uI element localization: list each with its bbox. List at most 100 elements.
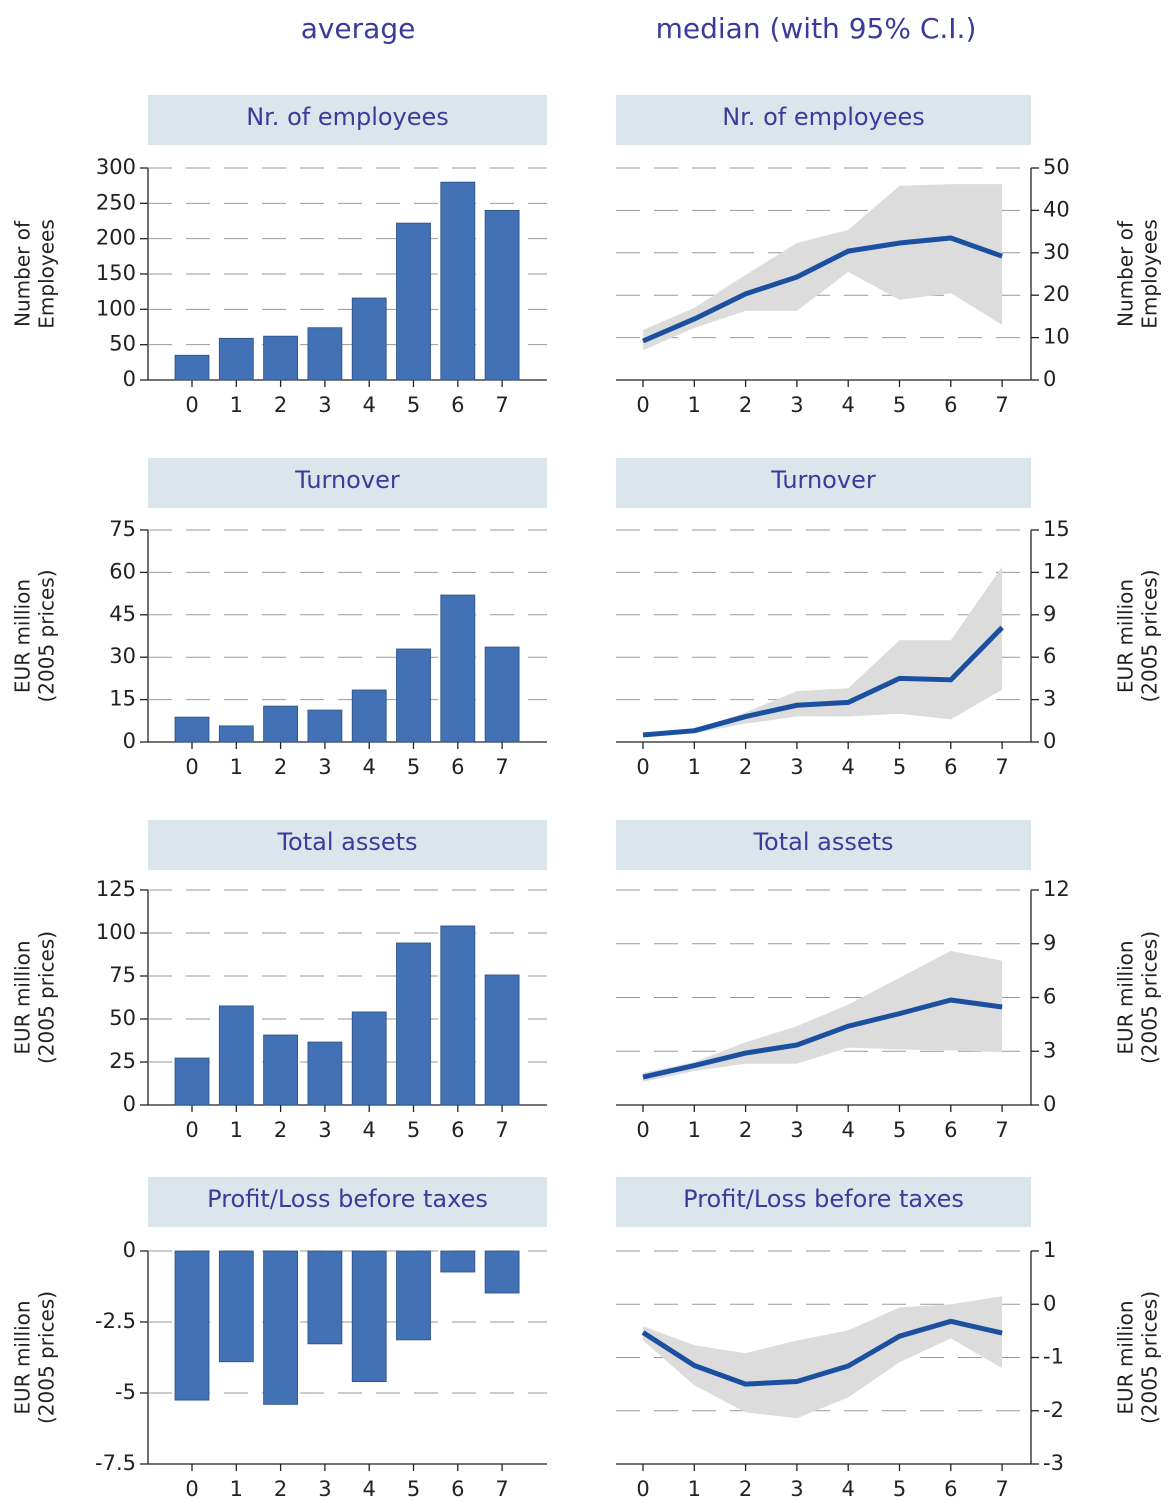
bar: [263, 1250, 299, 1405]
bar: [351, 689, 387, 743]
bar: [218, 725, 254, 743]
x-tick-label: 4: [363, 393, 376, 417]
y-axis-label: Number of: [1114, 220, 1138, 327]
bar: [484, 974, 520, 1106]
x-tick-label: 2: [274, 755, 287, 779]
x-tick-label: 2: [739, 1118, 752, 1142]
y-tick-label: 100: [96, 920, 136, 944]
title-band: [616, 95, 1031, 145]
y-tick-label: -1: [1043, 1345, 1064, 1369]
bar: [351, 1250, 387, 1383]
bar: [396, 648, 431, 743]
y-tick-label: 0: [123, 367, 136, 391]
bar: [174, 1250, 210, 1401]
y-tick-label: 250: [96, 190, 136, 214]
y-tick-label: 0: [123, 1238, 136, 1262]
y-tick-label: 6: [1043, 985, 1056, 1009]
x-tick-label: 2: [739, 755, 752, 779]
bar: [440, 181, 476, 381]
confidence-band: [643, 950, 1003, 1082]
panel-title: Nr. of employees: [722, 103, 925, 131]
y-tick-label: 3: [1043, 687, 1056, 711]
title-band: [616, 820, 1031, 870]
bar: [263, 705, 299, 743]
x-tick-label: 6: [451, 393, 464, 417]
x-tick-label: 0: [185, 1118, 198, 1142]
bar: [484, 646, 520, 743]
x-tick-label: 4: [363, 755, 376, 779]
x-tick-label: 6: [944, 393, 957, 417]
bar: [351, 1011, 387, 1106]
y-axis-label: Employees: [35, 219, 59, 328]
panel-title: Total assets: [752, 828, 893, 856]
panel-title: Total assets: [276, 828, 417, 856]
y-axis-label: (2005 prices): [1138, 931, 1162, 1064]
y-tick-label: 200: [96, 226, 136, 250]
x-tick-label: 3: [318, 1477, 331, 1501]
bar: [307, 327, 343, 381]
x-tick-label: 6: [451, 1118, 464, 1142]
column-title: median (with 95% C.I.): [656, 12, 977, 45]
x-tick-label: 7: [495, 755, 508, 779]
x-tick-label: 6: [944, 755, 957, 779]
y-tick-label: 0: [1043, 729, 1056, 753]
y-tick-label: -2: [1043, 1398, 1064, 1422]
x-tick-label: 0: [636, 393, 649, 417]
bar: [307, 1250, 343, 1345]
y-tick-label: -2.5: [95, 1309, 136, 1333]
x-tick-label: 1: [230, 755, 243, 779]
y-axis-label: (2005 prices): [35, 569, 59, 702]
y-tick-label: 60: [109, 559, 136, 583]
x-tick-label: 1: [230, 1118, 243, 1142]
title-band: [616, 458, 1031, 508]
bar: [263, 335, 299, 381]
x-tick-label: 4: [363, 1477, 376, 1501]
y-tick-label: 0: [123, 729, 136, 753]
x-tick-label: 0: [185, 393, 198, 417]
y-tick-label: 100: [96, 296, 136, 320]
x-tick-label: 6: [944, 1477, 957, 1501]
bar: [174, 354, 210, 381]
y-axis-label: Number of: [11, 220, 35, 327]
y-tick-label: 50: [1043, 155, 1070, 179]
y-tick-label: 300: [96, 155, 136, 179]
y-tick-label: 0: [1043, 367, 1056, 391]
title-band: [148, 820, 547, 870]
y-axis-label: EUR million: [11, 1300, 35, 1414]
y-tick-label: 75: [109, 963, 136, 987]
y-tick-label: 12: [1043, 559, 1070, 583]
x-tick-label: 4: [842, 393, 855, 417]
panel-title: Turnover: [770, 466, 876, 494]
x-tick-label: 5: [893, 1477, 906, 1501]
x-tick-label: 0: [636, 1477, 649, 1501]
x-tick-label: 3: [790, 1477, 803, 1501]
x-tick-label: 0: [636, 1118, 649, 1142]
median-line: [642, 235, 1003, 344]
x-tick-label: 3: [318, 393, 331, 417]
y-axis-label: (2005 prices): [35, 1291, 59, 1424]
x-tick-label: 0: [185, 755, 198, 779]
x-tick-label: 7: [495, 1118, 508, 1142]
x-tick-label: 1: [688, 1118, 701, 1142]
y-tick-label: 15: [1043, 517, 1070, 541]
x-tick-label: 5: [893, 755, 906, 779]
x-tick-label: 0: [185, 1477, 198, 1501]
y-tick-label: 15: [109, 687, 136, 711]
x-tick-label: 2: [274, 1477, 287, 1501]
bar: [218, 1005, 254, 1106]
panel-title: Profit/Loss before taxes: [683, 1185, 964, 1213]
x-tick-label: 1: [688, 1477, 701, 1501]
y-tick-label: 30: [1043, 240, 1070, 264]
y-tick-label: 3: [1043, 1038, 1056, 1062]
x-tick-label: 7: [995, 1477, 1008, 1501]
x-tick-label: 4: [842, 1477, 855, 1501]
x-tick-label: 6: [944, 1118, 957, 1142]
x-tick-label: 2: [274, 393, 287, 417]
x-tick-label: 5: [407, 1477, 420, 1501]
y-axis-label: Employees: [1138, 219, 1162, 328]
x-tick-label: 5: [407, 1118, 420, 1142]
bar: [396, 222, 431, 381]
x-tick-label: 6: [451, 1477, 464, 1501]
x-tick-label: 7: [995, 393, 1008, 417]
x-tick-label: 3: [790, 1118, 803, 1142]
